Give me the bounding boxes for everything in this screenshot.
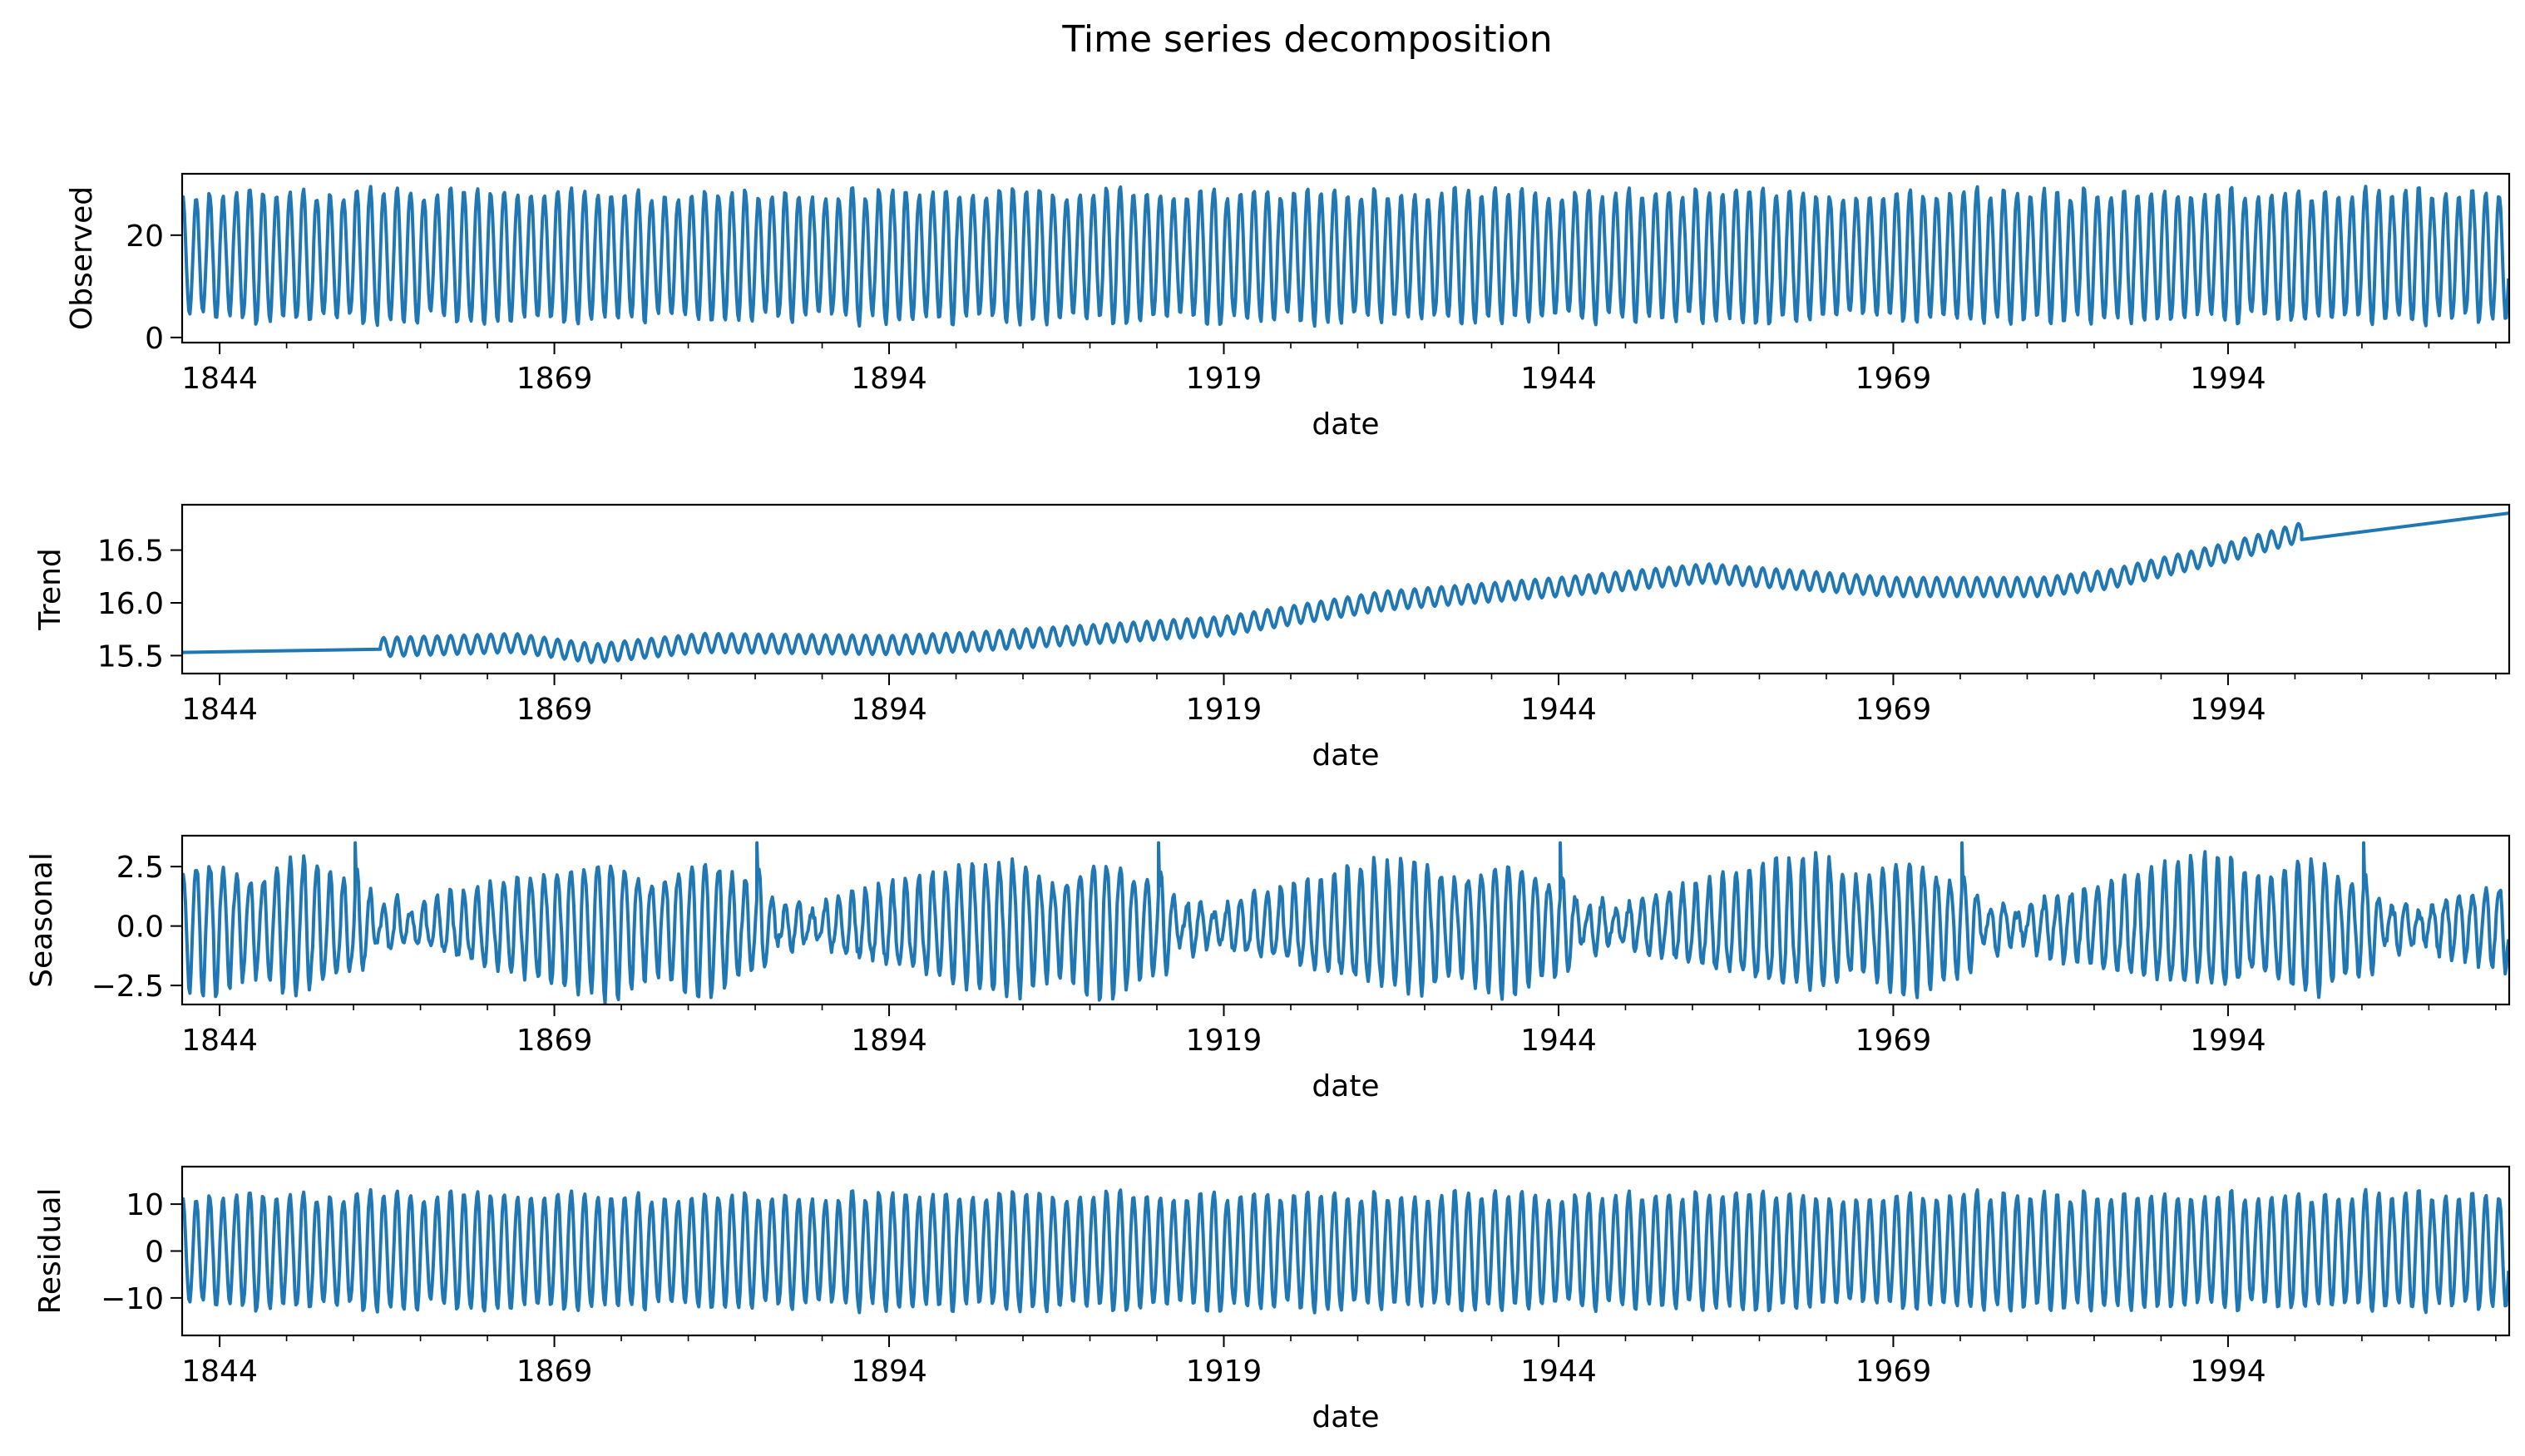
x-tick-label: 1994 [2190, 362, 2266, 396]
x-tick-label: 1844 [181, 1024, 258, 1058]
x-axis-label: date [1312, 407, 1379, 442]
x-axis-label: date [1312, 1400, 1379, 1434]
y-tick-label: 16.5 [97, 535, 164, 569]
x-tick-label: 1944 [1520, 1355, 1597, 1389]
y-axis-label: Observed [65, 186, 99, 330]
subplot-seasonal: 1844 1869 1894 1919 1944 1969 1994 −2.5 0.0 2.5 da… [25, 834, 2511, 1103]
x-tick-label: 1844 [181, 1355, 258, 1389]
x-tick-label: 1944 [1520, 1024, 1597, 1058]
x-tick-label: 1894 [851, 362, 927, 396]
y-tick-label: −2.5 [91, 970, 164, 1004]
x-tick-label: 1944 [1520, 362, 1597, 396]
series-line [182, 841, 2509, 1004]
subplot-residual: 1844 1869 1894 1919 1944 1969 1994 −10 0 10 date Re… [33, 1165, 2511, 1434]
x-axis-label: date [1312, 738, 1379, 772]
x-tick-label: 1969 [1855, 362, 1932, 396]
axes-frame [180, 172, 2511, 344]
y-axis-label: Residual [33, 1187, 67, 1314]
x-tick-label: 1869 [516, 1355, 593, 1389]
x-tick-label: 1919 [1186, 1024, 1262, 1058]
series-line [182, 1187, 2509, 1315]
series-line [182, 185, 2509, 328]
x-tick-label: 1844 [181, 693, 258, 727]
x-tick-label: 1969 [1855, 693, 1932, 727]
y-tick-label: 0.0 [116, 911, 164, 945]
axes-frame [180, 503, 2511, 675]
x-tick-label: 1869 [516, 1024, 593, 1058]
subplots: 1844 1869 1894 1919 1944 1969 1994 0 20 date Obser… [25, 172, 2511, 1434]
figure-title: Time series decomposition [1061, 18, 1552, 61]
x-tick-label: 1919 [1186, 362, 1262, 396]
y-axis-label: Trend [33, 548, 67, 631]
subplot-trend: 1844 1869 1894 1919 1944 1969 1994 15.5 16.0 16.5… [33, 503, 2511, 772]
x-tick-label: 1994 [2190, 693, 2266, 727]
y-axis-label: Seasonal [25, 852, 59, 988]
x-tick-label: 1944 [1520, 693, 1597, 727]
x-tick-label: 1869 [516, 362, 593, 396]
x-tick-label: 1994 [2190, 1024, 2266, 1058]
y-tick-label: 20 [126, 220, 164, 254]
y-tick-label: −10 [101, 1282, 164, 1316]
y-tick-label: 16.0 [97, 587, 164, 621]
x-tick-label: 1994 [2190, 1355, 2266, 1389]
series-line [182, 511, 2509, 664]
y-tick-label: 2.5 [116, 851, 164, 885]
x-tick-label: 1869 [516, 693, 593, 727]
y-tick-label: 15.5 [97, 639, 164, 674]
x-tick-label: 1969 [1855, 1355, 1932, 1389]
x-tick-label: 1919 [1186, 1355, 1262, 1389]
axes-frame [180, 834, 2511, 1006]
x-tick-label: 1844 [181, 362, 258, 396]
y-tick-label: 0 [145, 1236, 164, 1270]
x-axis-label: date [1312, 1069, 1379, 1103]
x-tick-label: 1919 [1186, 693, 1262, 727]
x-tick-label: 1894 [851, 1355, 927, 1389]
y-tick-label: 10 [126, 1188, 164, 1222]
x-tick-label: 1894 [851, 1024, 927, 1058]
x-tick-label: 1969 [1855, 1024, 1932, 1058]
x-tick-label: 1894 [851, 693, 927, 727]
subplot-observed: 1844 1869 1894 1919 1944 1969 1994 0 20 date Obser… [65, 172, 2511, 442]
y-tick-label: 0 [145, 322, 164, 356]
